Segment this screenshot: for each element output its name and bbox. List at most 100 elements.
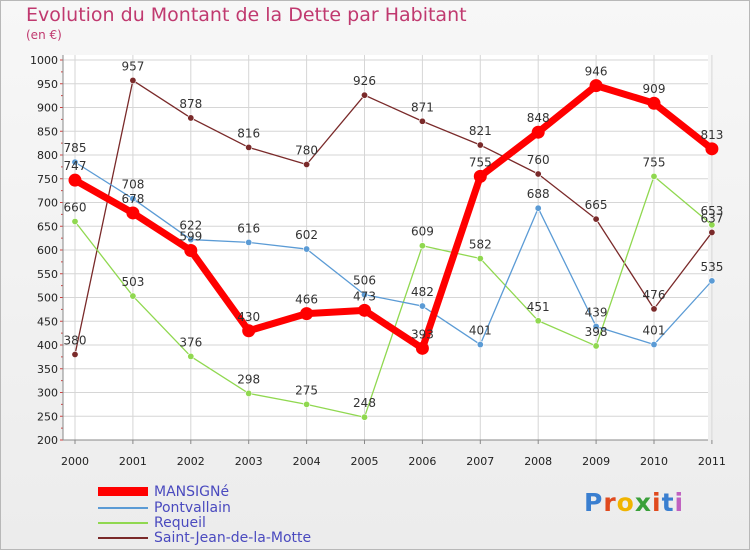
data-label-pontvallain-2005: 506 <box>353 274 376 288</box>
data-point-mansign-2010 <box>647 96 661 110</box>
data-label-mansign-2002: 599 <box>179 229 202 243</box>
series-line-mansign <box>73 82 715 352</box>
data-label-pontvallain-2007: 401 <box>469 324 492 338</box>
data-label-saint-jean-de-la-motte-2001: 957 <box>121 59 144 73</box>
logo-letter: r <box>603 488 617 517</box>
y-tick-label-500: 500 <box>37 292 58 305</box>
data-label-saint-jean-de-la-motte-2003: 816 <box>237 126 260 140</box>
y-tick-label-650: 650 <box>37 220 58 233</box>
legend-label-requeil: Requeil <box>154 515 206 531</box>
data-point-mansign-2009 <box>589 79 603 93</box>
data-point-mansign-2008 <box>531 125 545 139</box>
data-label-saint-jean-de-la-motte-2000: 380 <box>64 334 87 348</box>
x-tick-label-2007: 2007 <box>466 455 494 468</box>
legend-label-mansigne: MANSIGNé <box>154 484 230 500</box>
x-tick-label-2005: 2005 <box>351 455 379 468</box>
y-tick-label-300: 300 <box>37 387 58 400</box>
data-label-mansign-2004: 466 <box>295 293 318 307</box>
legend-label-saint-jean-de-la-motte: Saint-Jean-de-la-Motte <box>154 530 312 546</box>
y-tick-label-200: 200 <box>37 434 58 447</box>
data-label-saint-jean-de-la-motte-2005: 926 <box>353 74 376 88</box>
data-label-saint-jean-de-la-motte-2002: 878 <box>179 97 202 111</box>
data-label-requeil-2008: 451 <box>527 300 550 314</box>
y-tick-label-950: 950 <box>37 78 58 91</box>
y-tick-label-600: 600 <box>37 244 58 257</box>
data-point-mansign-2004 <box>300 307 314 321</box>
logo-letter: i <box>652 488 662 517</box>
data-label-pontvallain-2011: 535 <box>700 260 723 274</box>
data-point-mansign-2003 <box>242 324 256 338</box>
data-label-mansign-2005: 473 <box>353 289 376 303</box>
data-label-requeil-2002: 376 <box>179 335 202 349</box>
data-label-saint-jean-de-la-motte-2006: 871 <box>411 100 434 114</box>
data-point-pontvallain-2010 <box>650 341 658 349</box>
y-tick-label-800: 800 <box>37 149 58 162</box>
y-tick-label-350: 350 <box>37 363 58 376</box>
data-label-requeil-2001: 503 <box>121 275 144 289</box>
data-point-requeil-2010 <box>650 172 658 180</box>
data-point-saint-jean-de-la-motte-2003 <box>245 143 253 151</box>
data-label-pontvallain-2000: 785 <box>64 141 87 155</box>
x-tick-label-2004: 2004 <box>293 455 321 468</box>
data-point-pontvallain-2004 <box>303 245 311 253</box>
data-label-mansign-2007: 755 <box>469 155 492 169</box>
x-tick-label-2003: 2003 <box>235 455 263 468</box>
data-point-pontvallain-2009 <box>592 322 600 330</box>
data-label-mansign-2000: 747 <box>64 159 87 173</box>
plot-area <box>63 55 708 440</box>
x-tick-label-2002: 2002 <box>177 455 205 468</box>
data-label-requeil-2007: 582 <box>469 238 492 252</box>
y-tick-label-900: 900 <box>37 102 58 115</box>
data-label-mansign-2008: 848 <box>527 111 550 125</box>
x-tick-label-2006: 2006 <box>408 455 436 468</box>
data-label-saint-jean-de-la-motte-2007: 821 <box>469 124 492 138</box>
data-label-requeil-2003: 298 <box>237 372 260 386</box>
data-point-saint-jean-de-la-motte-2001 <box>129 76 137 84</box>
y-tick-label-550: 550 <box>37 268 58 281</box>
data-point-saint-jean-de-la-motte-2000 <box>71 350 79 358</box>
data-label-requeil-2010: 755 <box>643 155 666 169</box>
logo-letter: i <box>674 488 685 517</box>
x-tick-label-2010: 2010 <box>640 455 668 468</box>
data-point-saint-jean-de-la-motte-2008 <box>534 170 542 178</box>
y-tick-label-700: 700 <box>37 197 58 210</box>
line-chart: 200 250 300 350 400 450 500 550 600 650 700 750 800 8… <box>30 54 726 468</box>
data-point-saint-jean-de-la-motte-2005 <box>360 91 368 99</box>
data-point-requeil-2011 <box>708 221 716 229</box>
y-tick-label-750: 750 <box>37 173 58 186</box>
x-tick-label-2008: 2008 <box>524 455 552 468</box>
data-label-requeil-2011: 653 <box>700 204 723 218</box>
legend-swatch-requeil <box>98 522 148 524</box>
data-label-mansign-2001: 678 <box>121 192 144 206</box>
data-point-pontvallain-2011 <box>708 277 716 285</box>
data-point-requeil-2006 <box>418 242 426 250</box>
data-label-pontvallain-2009: 439 <box>585 305 608 319</box>
data-label-mansign-2006: 393 <box>411 327 434 341</box>
data-point-pontvallain-2002 <box>187 236 195 244</box>
data-point-requeil-2005 <box>360 413 368 421</box>
x-tick-label-2011: 2011 <box>698 455 726 468</box>
series-line-saint-jean-de-la-motte <box>74 79 713 355</box>
data-label-saint-jean-de-la-motte-2008: 760 <box>527 153 550 167</box>
data-point-requeil-2007 <box>476 255 484 263</box>
data-label-saint-jean-de-la-motte-2011: 637 <box>700 211 723 225</box>
data-label-requeil-2004: 275 <box>295 383 318 397</box>
data-point-saint-jean-de-la-motte-2011 <box>708 228 716 236</box>
logo-letter: o <box>616 488 635 517</box>
logo-letter: P <box>584 488 604 517</box>
data-label-mansign-2003: 430 <box>237 310 260 324</box>
data-point-mansign-2002 <box>184 243 198 257</box>
data-point-requeil-2001 <box>129 292 137 300</box>
logo-letter: x <box>634 488 652 517</box>
chart-title: Evolution du Montant de la Dette par Hab… <box>26 4 467 26</box>
data-point-requeil-2002 <box>187 352 195 360</box>
data-point-saint-jean-de-la-motte-2006 <box>418 117 426 125</box>
data-point-saint-jean-de-la-motte-2002 <box>187 114 195 122</box>
data-point-saint-jean-de-la-motte-2010 <box>650 305 658 313</box>
data-point-mansign-2007 <box>473 169 487 183</box>
data-point-saint-jean-de-la-motte-2004 <box>303 161 311 169</box>
x-tick-label-2000: 2000 <box>61 455 89 468</box>
data-label-pontvallain-2008: 688 <box>527 187 550 201</box>
data-point-pontvallain-2008 <box>534 204 542 212</box>
data-point-requeil-2008 <box>534 317 542 325</box>
